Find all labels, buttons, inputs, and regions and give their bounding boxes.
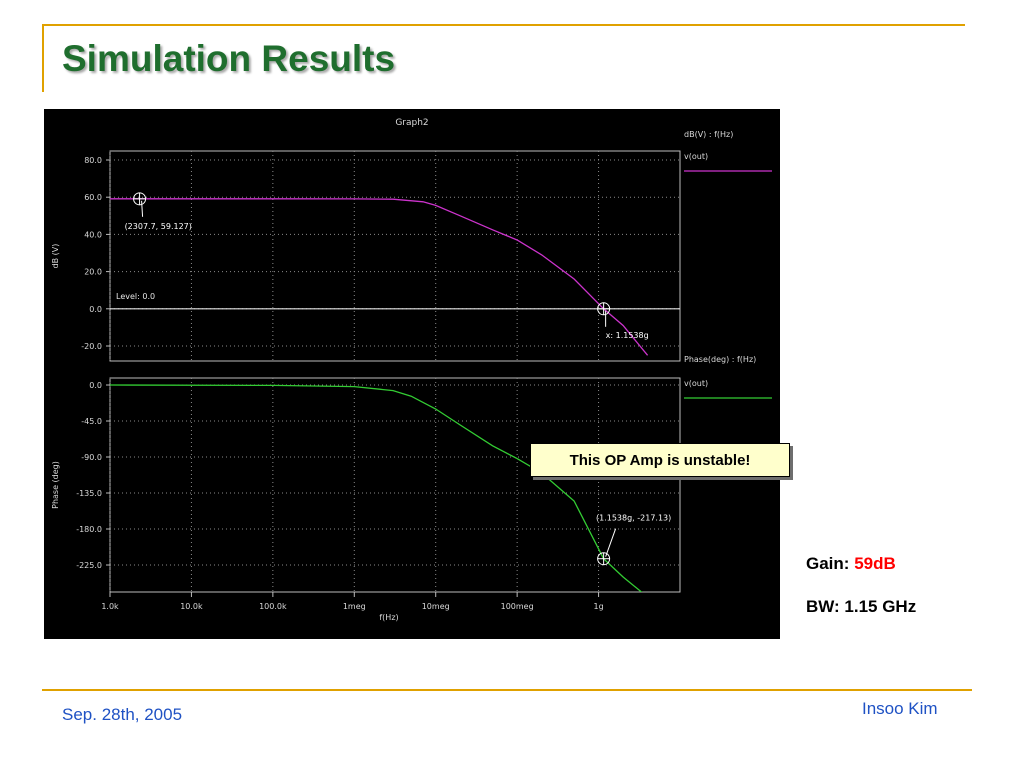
xtick-label: 100meg <box>501 602 534 611</box>
panel1-series-vout <box>110 198 649 356</box>
panel2-ytick-label: -90.0 <box>81 453 102 462</box>
xtick-label: 1meg <box>343 602 366 611</box>
panel2-ytick-label: -225.0 <box>76 561 102 570</box>
bode-plot: Graph2 80.0 60.0 40.0 20.0 0.0 -20.0 dB (V) Leve… <box>44 109 780 639</box>
panel2-ytick-label: -180.0 <box>76 525 102 534</box>
left-rule <box>42 24 44 92</box>
x-axis-label: f(Hz) <box>379 613 398 622</box>
panel1-legend-entry: v(out) <box>684 152 708 161</box>
panel2-series-vout <box>110 384 643 592</box>
bottom-rule <box>42 689 972 691</box>
panel1-marker-label: (2307.7, 59.127) <box>125 222 192 231</box>
xtick-label: 1.0k <box>101 602 119 611</box>
bandwidth-text: BW: 1.15 GHz <box>806 597 917 616</box>
plot-background <box>44 109 780 639</box>
panel2-ytick-label: -45.0 <box>81 417 102 426</box>
panel2-marker-leader <box>605 528 617 557</box>
panel1-ytick-label: -20.0 <box>81 342 102 351</box>
chart-title: Graph2 <box>395 118 428 128</box>
slide-title: Simulation Results <box>62 38 396 79</box>
xtick-label: 10meg <box>422 602 450 611</box>
xtick-label: 1g <box>593 602 603 611</box>
gain-value: 59dB <box>854 554 896 573</box>
panel2-marker-label: (1.1538g, -217.13) <box>596 514 671 523</box>
gain-label: Gain: <box>806 554 850 573</box>
panel2-ylabel: Phase (deg) <box>51 461 60 509</box>
panel1-marker-label: x: 1.1538g <box>606 331 649 340</box>
panel2-legend-entry: v(out) <box>684 379 708 388</box>
panel2-ytick-label: -135.0 <box>76 489 102 498</box>
xtick-label: 100.0k <box>259 602 287 611</box>
bode-plot-svg: Graph2 80.0 60.0 40.0 20.0 0.0 -20.0 dB (V) Leve… <box>44 109 780 639</box>
panel1-legend-title: dB(V) : f(Hz) <box>684 130 733 139</box>
panel1-ytick-label: 0.0 <box>89 305 102 314</box>
panel1-ytick-label: 80.0 <box>84 156 102 165</box>
panel2-frame <box>109 377 681 593</box>
panel1-marker-leader <box>141 200 144 217</box>
top-rule <box>42 24 965 26</box>
panel1-ylabel: dB (V) <box>51 244 60 269</box>
panel2-legend-title: Phase(deg) : f(Hz) <box>684 355 756 364</box>
panel1-ytick-label: 20.0 <box>84 268 102 277</box>
footer-date: Sep. 28th, 2005 <box>62 705 183 724</box>
unstable-callout: This OP Amp is unstable! <box>530 443 790 477</box>
footer-author: Insoo Kim <box>862 699 938 718</box>
panel1-ytick-label: 40.0 <box>84 230 102 239</box>
gain-text: Gain: 59dB <box>806 554 896 574</box>
panel1-level-label: Level: 0.0 <box>116 292 155 301</box>
xtick-label: 10.0k <box>180 602 203 611</box>
panel2-ytick-label: 0.0 <box>89 381 102 390</box>
panel1-ytick-label: 60.0 <box>84 193 102 202</box>
